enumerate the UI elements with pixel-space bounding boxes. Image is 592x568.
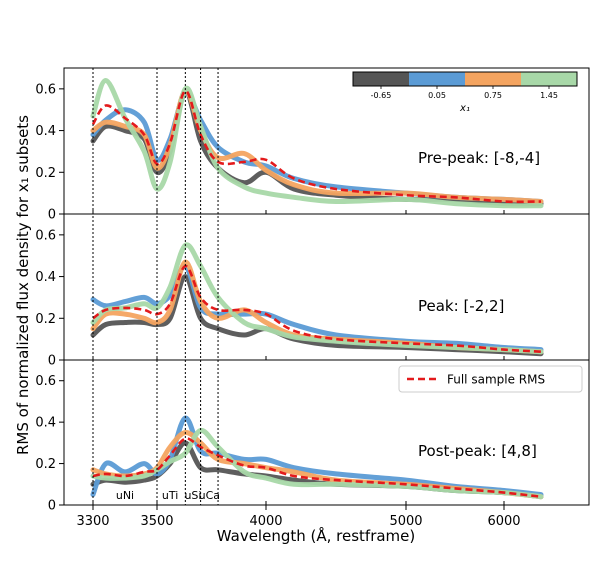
colorbar-title: x₁ (459, 103, 470, 114)
y-tick-label: 0.4 (35, 416, 56, 431)
colorbar-segment-3 (465, 72, 521, 86)
line-label-1: uNi (116, 489, 134, 502)
colorbar: -0.65 0.05 0.75 1.45 x₁ (352, 71, 578, 114)
x-tick-label: 5000 (389, 514, 422, 529)
y-tick-label: 0.4 (35, 124, 56, 139)
panel-1-label: Pre-peak: [-8,-4] (418, 149, 540, 167)
panel-1-plot (90, 78, 544, 209)
line-label-3: uSi (184, 489, 201, 502)
line-label-4: uCa (199, 489, 220, 502)
y-tick-label: 0.6 (35, 374, 56, 389)
y-axis-title: RMS of normalized flux density for x₁ su… (14, 115, 32, 455)
x-tick-label: 4000 (249, 514, 282, 529)
panel-labels: Pre-peak: [-8,-4] Peak: [-2,2] Post-peak: … (418, 149, 540, 460)
y-tick-label: 0.6 (35, 228, 56, 243)
colorbar-tick-label: 0.75 (484, 91, 502, 100)
axes-frames (63, 67, 590, 506)
x-axis-title: Wavelength (Å, restframe) (217, 526, 416, 545)
y-tick-label: 0.2 (35, 312, 56, 327)
panel-3-label: Post-peak: [4,8] (418, 442, 537, 460)
reference-lines (92, 68, 219, 505)
colorbar-tick-label: -0.65 (371, 91, 392, 100)
x-tick-label: 6000 (487, 514, 520, 529)
x-tick-label: 3300 (76, 514, 109, 529)
legend: Full sample RMS (398, 365, 583, 393)
panel-3-rms-line (92, 437, 542, 498)
colorbar-tick-label: 0.05 (428, 91, 446, 100)
panel-1-series-4-line (90, 78, 544, 209)
legend-label-rms: Full sample RMS (447, 373, 545, 387)
colorbar-segment-2 (409, 72, 465, 86)
line-label-2: uTi (162, 489, 178, 502)
y-tick-label: 0.2 (35, 166, 56, 181)
colorbar-segment-4 (521, 72, 577, 86)
panel-3-frame (63, 359, 590, 506)
y-tick-label: 0 (48, 499, 56, 514)
panel-2-rms-line (92, 264, 542, 353)
panel-2-label: Peak: [-2,2] (418, 297, 504, 315)
colorbar-segment-1 (353, 72, 409, 86)
legend-box (398, 365, 583, 393)
x-axis-ticks: 3300 3500 4000 5000 6000 (76, 210, 521, 529)
y-tick-label: 0 (48, 354, 56, 369)
panel-3-series-4-line (90, 427, 544, 500)
colorbar-frame (352, 71, 578, 87)
x-tick-label: 3500 (140, 514, 173, 529)
y-tick-label: 0 (48, 208, 56, 223)
y-tick-label: 0.6 (35, 82, 56, 97)
y-tick-label: 0.2 (35, 457, 56, 472)
colorbar-tick-label: 1.45 (540, 91, 558, 100)
y-axis-ticks: 0 0.2 0.4 0.6 0 0.2 0.4 0.6 0 0.2 0.4 0.6 (35, 82, 64, 514)
panels-group (90, 78, 544, 500)
y-tick-label: 0.4 (35, 270, 56, 285)
